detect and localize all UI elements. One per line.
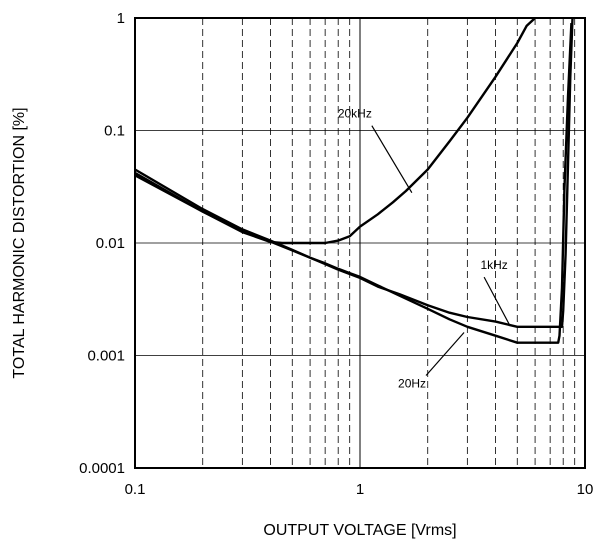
annotations: 20kHz 1kHz 20Hz <box>338 107 510 391</box>
y-tick-label-4: 1 <box>117 10 125 27</box>
series-line-20hz <box>134 23 573 344</box>
plot-frame <box>134 17 586 469</box>
annotation-1khz: 1kHz <box>480 258 507 272</box>
annotation-leader-20hz <box>425 332 465 376</box>
x-tick-label-1: 1 <box>356 481 364 498</box>
annotation-leader-20khz <box>371 125 413 194</box>
grid <box>134 17 586 469</box>
y-tick-label-2: 0.01 <box>96 235 125 252</box>
annotation-20hz: 20Hz <box>398 377 426 391</box>
y-tick-label-3: 0.1 <box>104 123 125 140</box>
y-tick-label-0: 0.0001 <box>79 460 125 477</box>
annotation-20khz: 20kHz <box>338 107 372 121</box>
annotation-leader-1khz <box>483 276 510 325</box>
x-tick-label-0: 0.1 <box>125 481 146 498</box>
series-line-1khz <box>134 17 574 328</box>
x-axis-label: OUTPUT VOLTAGE [Vrms] <box>263 522 456 539</box>
series-layer <box>134 17 574 344</box>
y-axis-label: TOTAL HARMONIC DISTORTION [%] <box>11 107 28 378</box>
tick-labels: 0.1 1 10 0.0001 0.001 0.01 0.1 1 <box>79 10 593 498</box>
y-tick-label-1: 0.001 <box>87 348 125 365</box>
x-tick-label-2: 10 <box>577 481 594 498</box>
